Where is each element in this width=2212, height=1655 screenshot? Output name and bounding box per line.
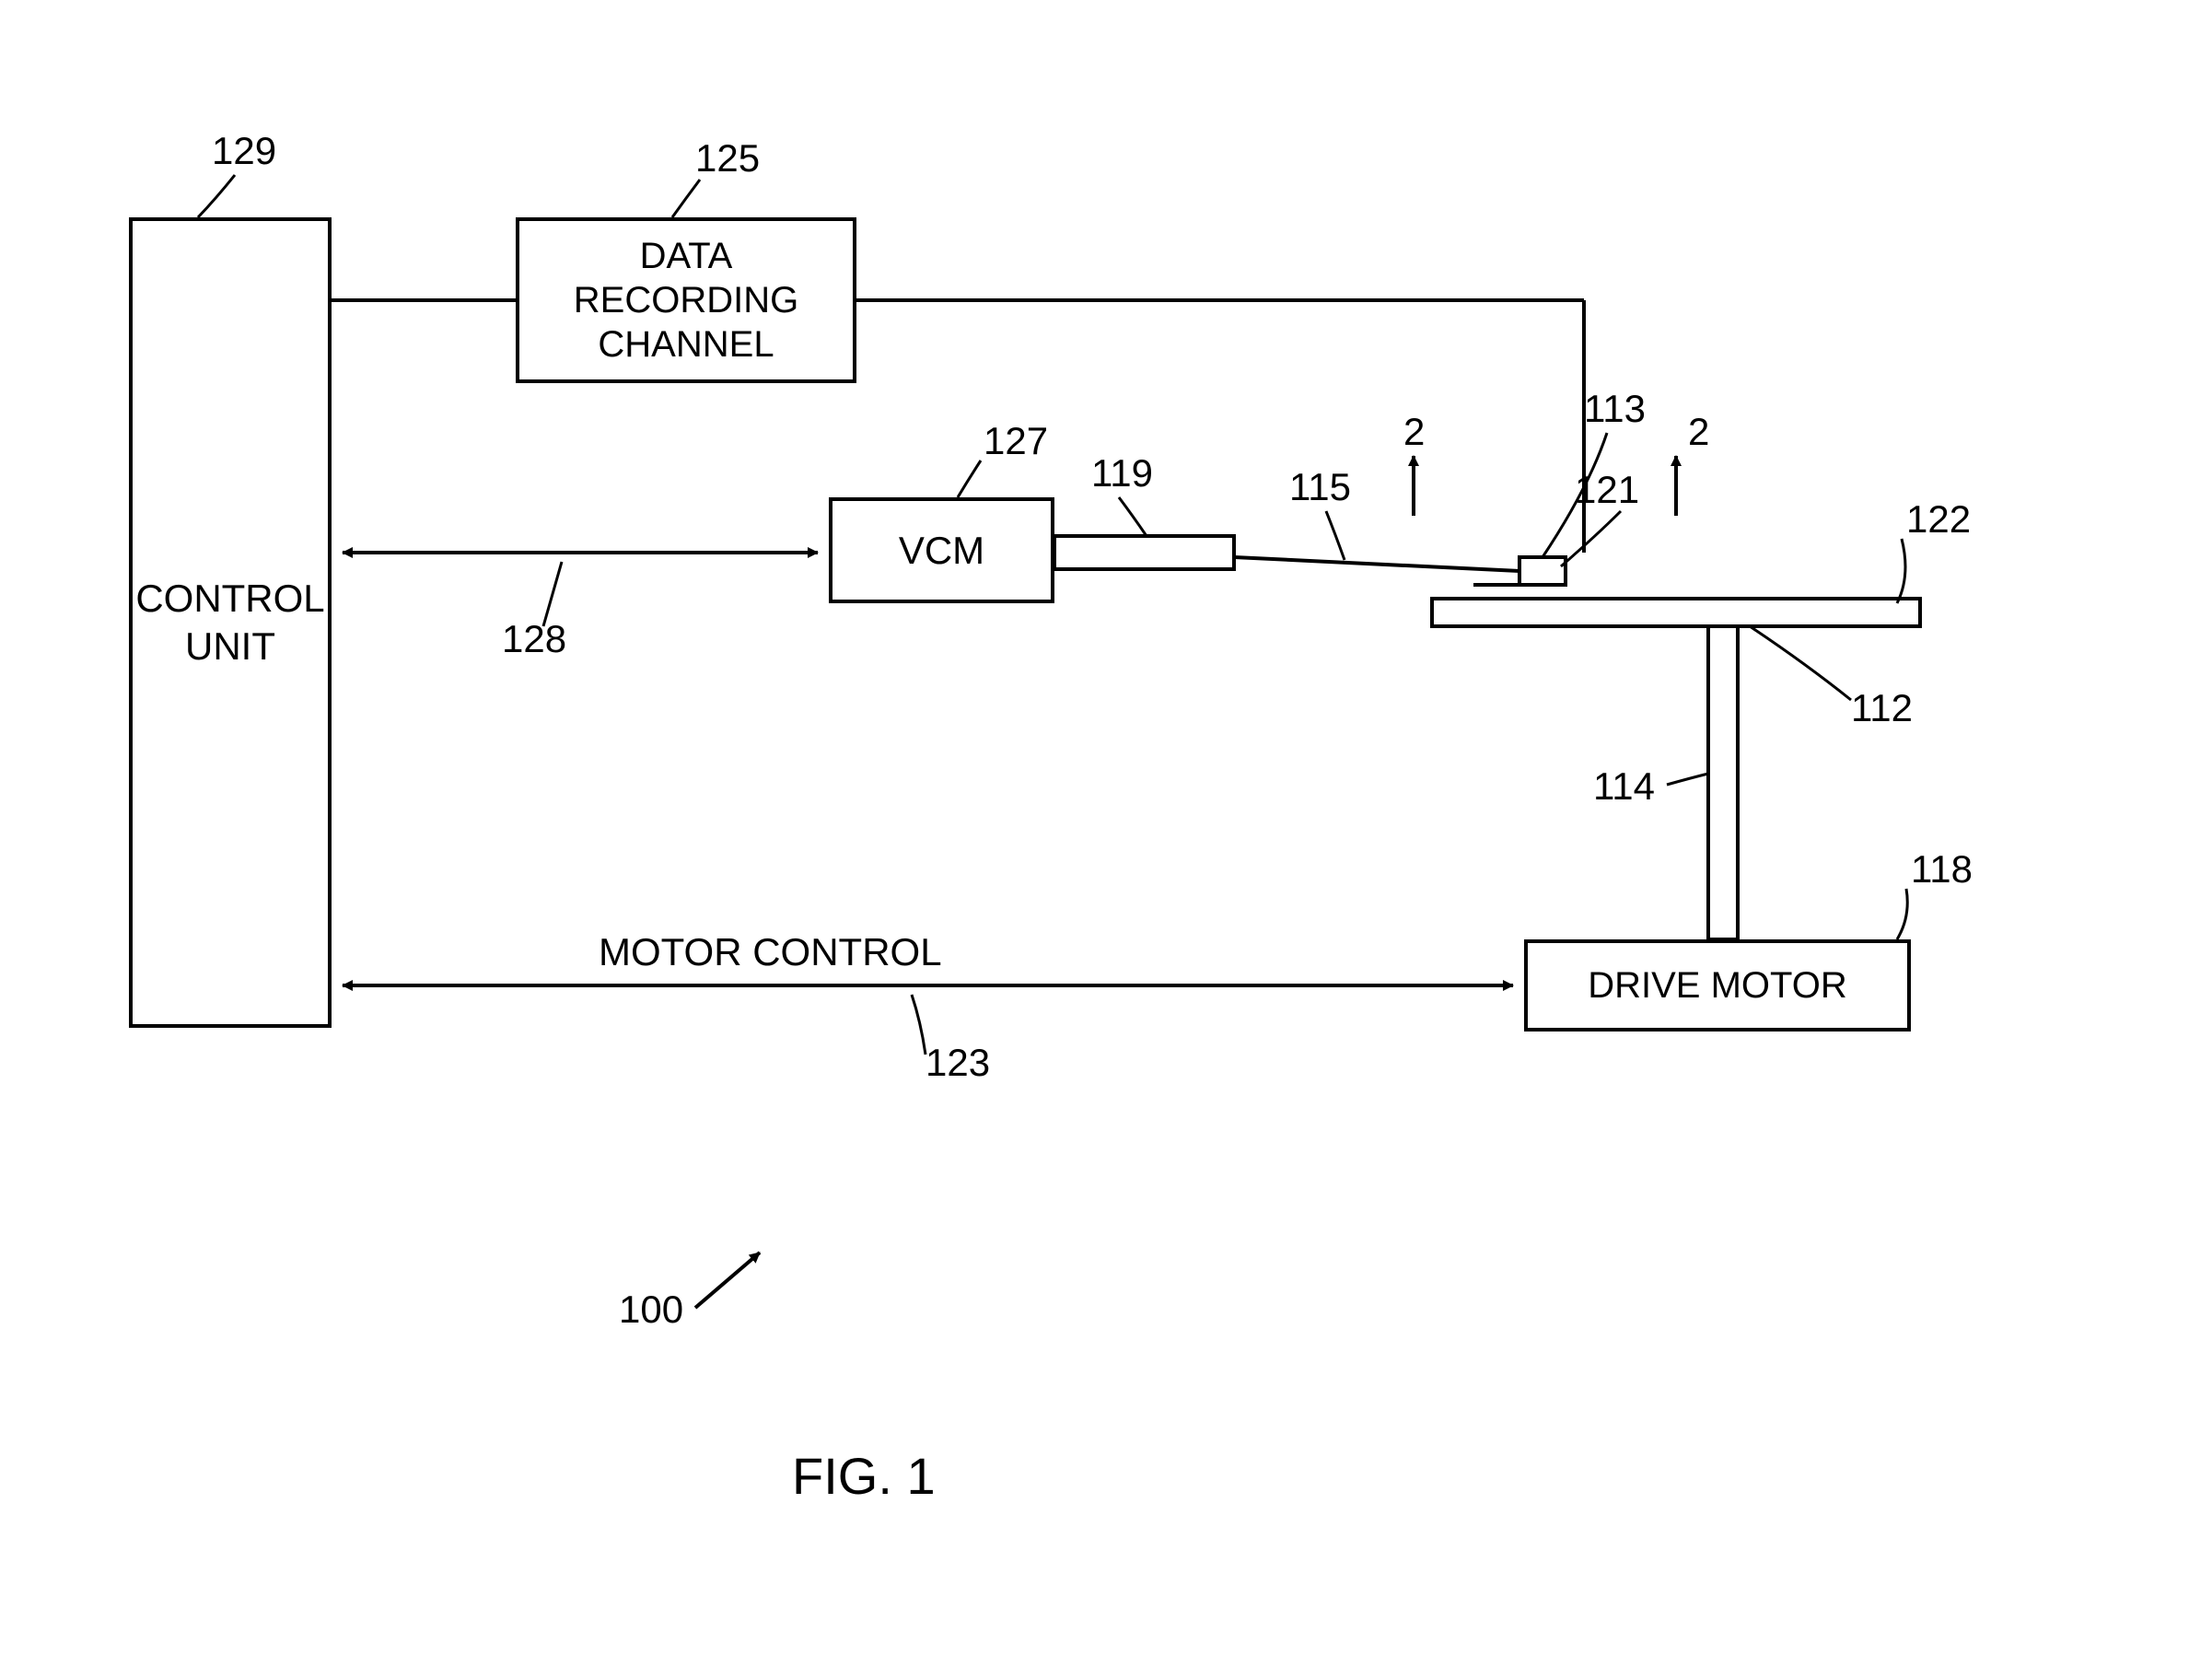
vcm-block: VCM [829, 497, 1054, 603]
data-recording-channel-block: DATA RECORDING CHANNEL [516, 217, 856, 383]
diagram-lines [0, 0, 2212, 1655]
patent-figure-1: CONTROL UNIT DATA RECORDING CHANNEL VCM … [0, 0, 2212, 1655]
ref-119: 119 [1091, 451, 1153, 495]
vcm-label: VCM [899, 529, 984, 573]
section-marker-left: 2 [1403, 410, 1425, 454]
control-unit-label: CONTROL UNIT [135, 575, 324, 671]
ref-115: 115 [1289, 465, 1351, 509]
section-marker-right: 2 [1688, 410, 1709, 454]
ref-127: 127 [984, 419, 1048, 463]
figure-caption: FIG. 1 [792, 1446, 936, 1506]
ref-112: 112 [1851, 686, 1913, 730]
ref-125: 125 [695, 136, 760, 181]
ref-128: 128 [502, 617, 566, 661]
motor-control-label: MOTOR CONTROL [599, 930, 942, 974]
drive-motor-label: DRIVE MOTOR [1588, 965, 1847, 1007]
ref-123: 123 [926, 1041, 990, 1085]
drive-motor-block: DRIVE MOTOR [1524, 939, 1911, 1031]
data-recording-channel-label: DATA RECORDING CHANNEL [574, 234, 798, 367]
ref-113: 113 [1584, 387, 1646, 431]
control-unit-block: CONTROL UNIT [129, 217, 332, 1028]
ref-122: 122 [1906, 497, 1971, 542]
ref-129: 129 [212, 129, 276, 173]
ref-118: 118 [1911, 847, 1973, 892]
ref-121: 121 [1575, 468, 1639, 512]
ref-100: 100 [619, 1288, 683, 1332]
ref-114: 114 [1593, 764, 1655, 809]
